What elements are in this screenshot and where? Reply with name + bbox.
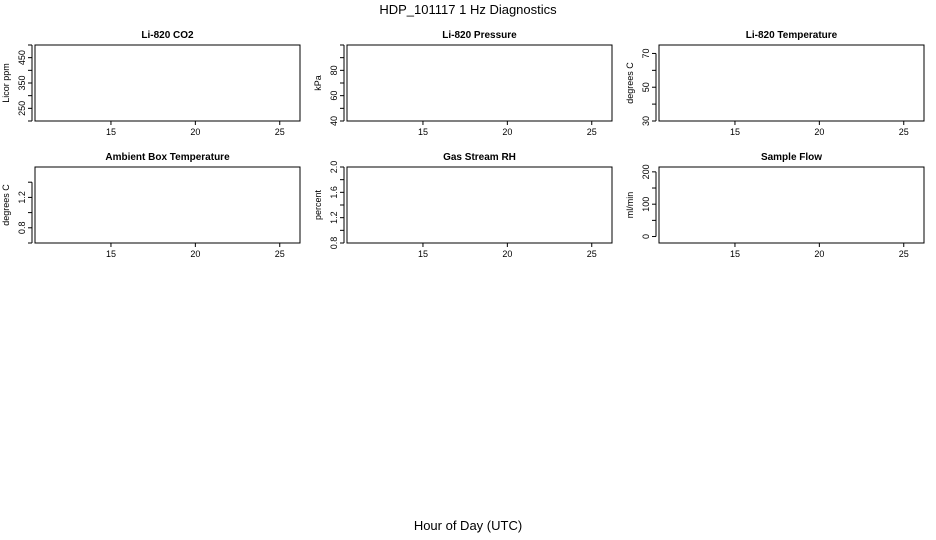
panel-3: Li-820 Temperature degrees C 15 20 25 30 50 70 (625, 30, 925, 137)
x-tick-label: 15 (106, 249, 116, 259)
x-tick-label: 25 (275, 127, 285, 137)
panel-title: Sample Flow (761, 152, 822, 163)
y-tick-label: 40 (329, 116, 339, 126)
x-axis-title: Hour of Day (UTC) (413, 518, 523, 533)
x-tick-label: 20 (502, 249, 512, 259)
x-tick-label: 20 (814, 249, 824, 259)
x-tick-label: 15 (418, 127, 428, 137)
x-tick-label: 15 (730, 249, 740, 259)
x-tick-label: 15 (418, 249, 428, 259)
y-axis-label: degrees C (1, 184, 11, 226)
x-tick-label: 25 (899, 127, 909, 137)
panel-title: Li-820 Temperature (746, 30, 838, 41)
panel-6: Sample Flow ml/min 15 20 25 0 100 200 (625, 152, 925, 259)
y-axis-label: percent (313, 189, 323, 220)
y-axis-label: kPa (313, 75, 323, 91)
panel-4: Ambient Box Temperature degrees C 15 20 25 0.… (1, 152, 301, 259)
y-tick-label: 1.2 (17, 191, 27, 204)
y-tick-label: 350 (17, 75, 27, 90)
y-tick-label: 30 (641, 116, 651, 126)
y-tick-label: 250 (17, 101, 27, 116)
y-tick-label: 100 (641, 197, 651, 212)
y-tick-label: 1.6 (329, 186, 339, 199)
y-tick-label: 0.8 (17, 222, 27, 235)
x-tick-label: 15 (106, 127, 116, 137)
y-axis-label: degrees C (625, 62, 635, 104)
y-tick-label: 0.8 (329, 237, 339, 250)
x-tick-label: 25 (275, 249, 285, 259)
x-tick-label: 15 (730, 127, 740, 137)
y-tick-label: 0 (641, 234, 651, 239)
x-tick-label: 25 (899, 249, 909, 259)
panel-1: Li-820 CO2 Licor ppm 15 20 25 250 350 450 (1, 30, 301, 137)
x-tick-label: 20 (190, 127, 200, 137)
y-axis-label: ml/min (625, 192, 635, 219)
panel-5: Gas Stream RH percent 15 20 25 0.8 1.2 1.6 2.0 (313, 152, 613, 259)
panel-title: Ambient Box Temperature (105, 152, 230, 163)
y-tick-label: 200 (641, 164, 651, 179)
y-tick-label: 450 (17, 50, 27, 65)
x-tick-label: 25 (587, 249, 597, 259)
page-title: HDP_101117 1 Hz Diagnostics (379, 2, 557, 17)
plot-frame (346, 44, 613, 122)
x-tick-label: 20 (814, 127, 824, 137)
y-axis-label: Licor ppm (1, 63, 11, 103)
y-tick-label: 50 (641, 82, 651, 92)
panel-title: Li-820 CO2 (141, 30, 194, 41)
y-tick-label: 1.2 (329, 211, 339, 224)
plot-frame (346, 166, 613, 244)
panel-title: Gas Stream RH (443, 152, 516, 163)
plot-frame (34, 166, 301, 244)
panel-2: Li-820 Pressure kPa 15 20 25 40 60 80 (313, 30, 613, 137)
plot-frame (34, 44, 301, 122)
y-tick-label: 60 (329, 91, 339, 101)
y-tick-label: 80 (329, 65, 339, 75)
plot-frame (658, 44, 925, 122)
x-tick-label: 20 (190, 249, 200, 259)
y-tick-label: 70 (641, 48, 651, 58)
panel-title: Li-820 Pressure (442, 30, 517, 41)
y-tick-label: 2.0 (329, 161, 339, 174)
plot-frame (658, 166, 925, 244)
x-tick-label: 20 (502, 127, 512, 137)
x-tick-label: 25 (587, 127, 597, 137)
